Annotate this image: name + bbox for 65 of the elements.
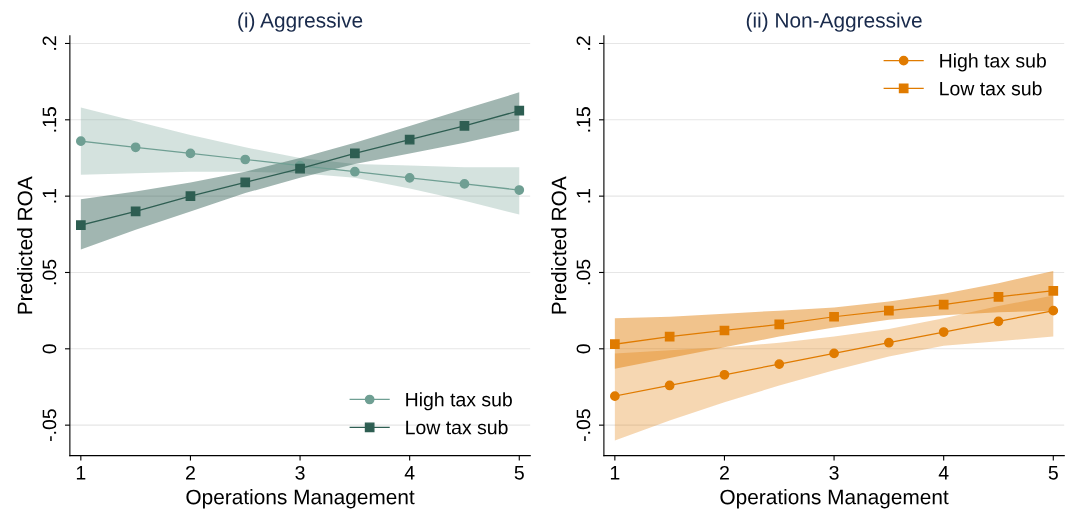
point — [459, 179, 470, 189]
point — [609, 339, 620, 350]
y-tick-label: -.05 — [576, 409, 591, 442]
point — [609, 391, 620, 402]
legend-label: Low tax sub — [406, 420, 508, 435]
y-tick-label: .2 — [42, 36, 57, 50]
y-axis-title: Predicted ROA — [551, 176, 567, 314]
point — [349, 148, 360, 159]
point — [514, 105, 525, 116]
point — [884, 337, 894, 348]
point — [349, 166, 360, 177]
point — [993, 316, 1004, 327]
y-tick-label: .15 — [576, 107, 591, 132]
point — [240, 177, 251, 188]
x-tick-label: 1 — [610, 466, 620, 480]
point — [1048, 305, 1059, 316]
point — [240, 154, 251, 165]
x-tick-label: 2 — [720, 465, 729, 480]
point — [829, 348, 839, 359]
y-tick-label: 0 — [576, 344, 591, 354]
point — [404, 172, 415, 183]
y-tick-label: .05 — [576, 259, 591, 285]
x-tick-label: 3 — [295, 465, 305, 480]
point — [130, 142, 141, 153]
x-tick-label: 3 — [829, 465, 839, 480]
point — [75, 220, 86, 231]
y-axis-title: Predicted ROA — [17, 176, 33, 314]
point — [774, 319, 785, 330]
point — [1048, 285, 1059, 296]
y-tick-label: .15 — [42, 107, 57, 132]
point — [459, 121, 470, 131]
x-tick-label: 1 — [76, 466, 86, 480]
y-tick-label: .1 — [576, 188, 591, 203]
point — [404, 134, 415, 145]
legend-label: Low tax sub — [940, 81, 1042, 96]
point — [185, 148, 196, 159]
point — [75, 136, 86, 147]
point — [993, 292, 1004, 302]
point — [774, 359, 785, 369]
x-tick-label: 2 — [186, 465, 195, 480]
legend-label: High tax sub — [940, 53, 1046, 72]
y-tick-label: .05 — [42, 259, 57, 285]
y-tick-label: .1 — [42, 188, 57, 203]
point — [829, 311, 839, 322]
chart-title: (i) Aggressive — [238, 12, 363, 32]
point — [185, 191, 196, 202]
chart-title: (ii) Non-Aggressive — [746, 12, 922, 32]
point — [664, 380, 675, 391]
x-axis-title: Operations Management — [186, 489, 415, 509]
point — [938, 327, 949, 337]
point — [130, 206, 141, 217]
point — [884, 305, 894, 316]
y-tick-label: 0 — [42, 344, 57, 354]
point — [719, 369, 730, 380]
x-tick-label: 4 — [938, 466, 949, 480]
x-tick-label: 4 — [404, 466, 415, 480]
x-tick-label: 5 — [514, 466, 524, 480]
point — [514, 185, 525, 195]
point — [664, 331, 675, 342]
x-tick-label: 5 — [1048, 466, 1058, 480]
y-tick-label: -.05 — [42, 409, 57, 442]
legend-label: High tax sub — [406, 392, 512, 411]
point — [938, 299, 949, 310]
y-tick-label: .2 — [576, 36, 591, 50]
x-axis-title: Operations Management — [720, 489, 949, 509]
